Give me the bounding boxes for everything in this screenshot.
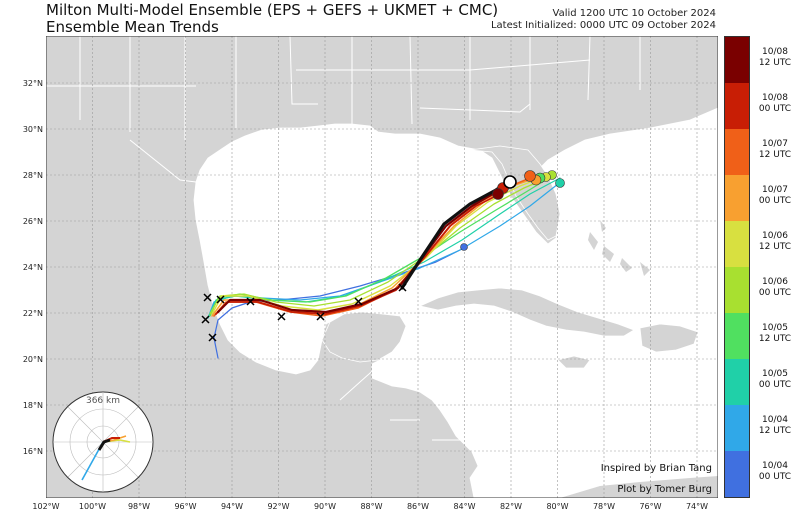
- land-north-america: [46, 36, 718, 498]
- colorbar-label: 10/05 12 UTC: [758, 323, 792, 344]
- lon-label: 82°W: [500, 502, 522, 511]
- colorbar-swatch: [725, 405, 749, 451]
- lat-label: 32°N: [23, 79, 43, 88]
- lat-label: 30°N: [23, 125, 43, 134]
- title-line-2: Ensemble Mean Trends: [46, 18, 219, 36]
- lon-label: 100°W: [79, 502, 106, 511]
- lat-label: 16°N: [23, 447, 43, 456]
- colorbar-label: 10/07 00 UTC: [758, 185, 792, 206]
- colorbar-swatch: [725, 83, 749, 129]
- lon-label: 78°W: [593, 502, 615, 511]
- lon-label: 102°W: [32, 502, 59, 511]
- title-line-1: Milton Multi-Model Ensemble (EPS + GEFS …: [46, 1, 499, 19]
- track-1006-00utc: [209, 175, 553, 315]
- valid-time: Valid 1200 UTC 10 October 2024: [552, 8, 716, 19]
- lat-label: 22°N: [23, 309, 43, 318]
- landfall-markers: [460, 170, 565, 251]
- lon-label: 86°W: [407, 502, 429, 511]
- land-yucatan: [321, 311, 407, 363]
- colorbar-label: 10/04 12 UTC: [758, 415, 792, 436]
- colorbar-swatch: [725, 267, 749, 313]
- land-hispaniola: [639, 323, 699, 353]
- lon-label: 76°W: [639, 502, 661, 511]
- track-1006-12utc: [211, 175, 547, 315]
- colorbar-swatch: [725, 221, 749, 267]
- position-x-marks: [201, 283, 407, 342]
- lon-label: 84°W: [453, 502, 475, 511]
- lon-label: 92°W: [267, 502, 289, 511]
- lon-label: 96°W: [174, 502, 196, 511]
- lon-label: 88°W: [360, 502, 382, 511]
- lon-label: 80°W: [546, 502, 568, 511]
- credit-plot: Plot by Tomer Burg: [617, 484, 712, 495]
- lon-label: 98°W: [128, 502, 150, 511]
- colorbar-swatch: [725, 129, 749, 175]
- lat-label: 26°N: [23, 217, 43, 226]
- colorbar-label: 10/08 12 UTC: [758, 47, 792, 68]
- chart-title: Milton Multi-Model Ensemble (EPS + GEFS …: [46, 2, 498, 36]
- lat-label: 28°N: [23, 171, 43, 180]
- colorbar-label: 10/07 12 UTC: [758, 139, 792, 160]
- state-borders: [46, 36, 641, 441]
- colorbar-swatch: [725, 37, 749, 83]
- lon-label: 74°W: [686, 502, 708, 511]
- colorbar-label: 10/08 00 UTC: [758, 93, 792, 114]
- colorbar-label: 10/05 00 UTC: [758, 369, 792, 390]
- track-1008-00utc: [215, 193, 501, 315]
- colorbar-label: 10/06 12 UTC: [758, 231, 792, 252]
- colorbar-swatch: [725, 451, 749, 497]
- lat-label: 18°N: [23, 401, 43, 410]
- lon-label: 90°W: [314, 502, 336, 511]
- colorbar-label: 10/06 00 UTC: [758, 277, 792, 298]
- credit-inspired: Inspired by Brian Tang: [601, 463, 712, 474]
- colorbar-swatch: [725, 175, 749, 221]
- lon-label: 94°W: [221, 502, 243, 511]
- colorbar: [724, 36, 750, 498]
- graticule: [46, 36, 718, 498]
- inset-polar-plot: [52, 391, 154, 493]
- land-south-america: [560, 476, 718, 498]
- land-bahamas: [588, 220, 650, 276]
- land-cuba: [418, 287, 635, 337]
- inset-range-label: 366 km: [86, 396, 120, 406]
- lat-label: 20°N: [23, 355, 43, 364]
- colorbar-swatch: [725, 359, 749, 405]
- colorbar-label: 10/04 00 UTC: [758, 461, 792, 482]
- valid-time-block: Valid 1200 UTC 10 October 2024 Latest In…: [491, 8, 716, 32]
- colorbar-swatch: [725, 313, 749, 359]
- latest-initialized: Latest Initialized: 0000 UTC 09 October …: [490, 20, 716, 31]
- lat-label: 24°N: [23, 263, 43, 272]
